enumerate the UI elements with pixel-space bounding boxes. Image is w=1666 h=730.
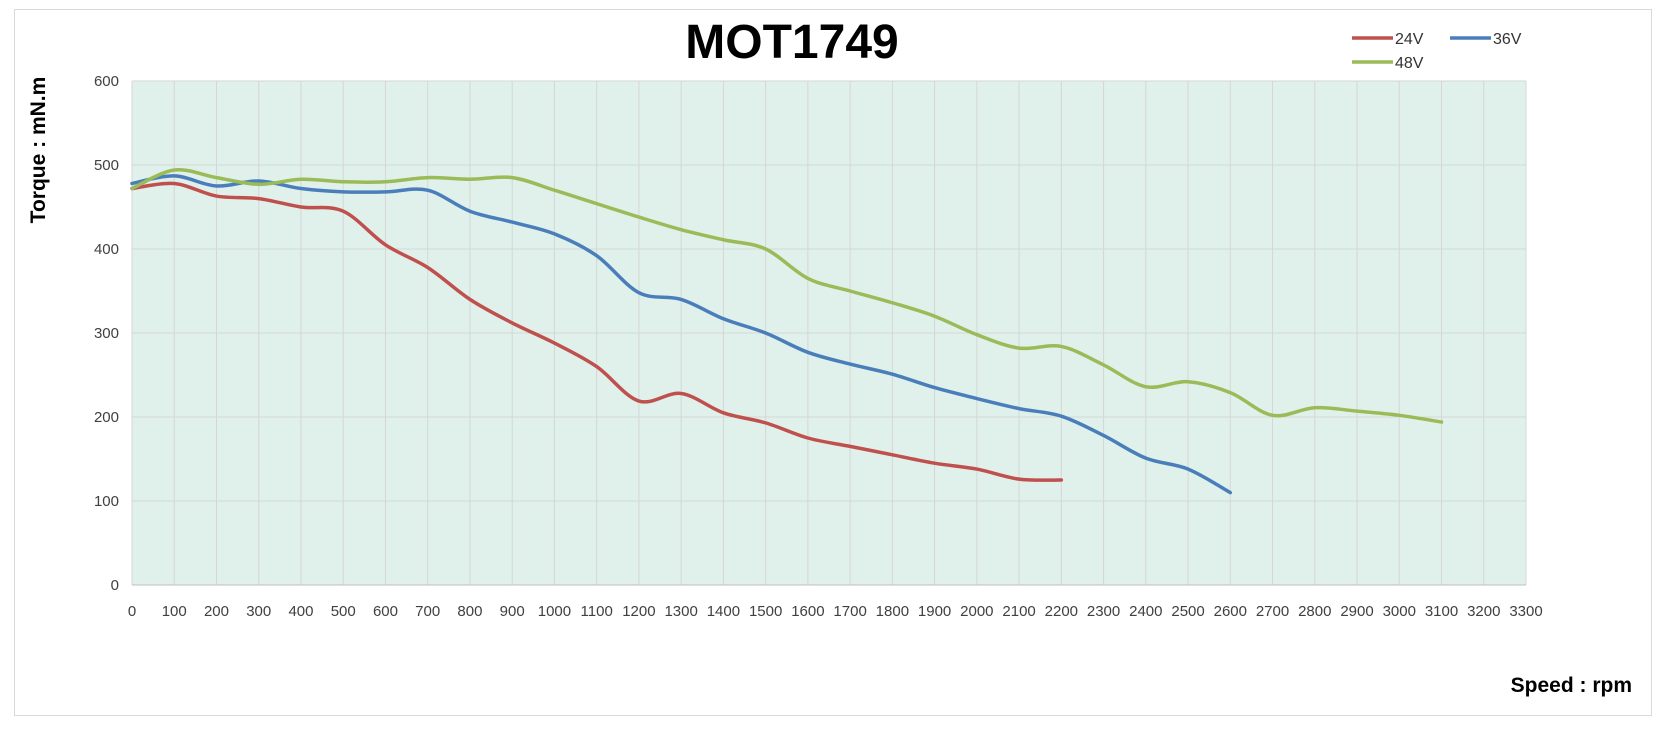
x-tick-label: 2000 xyxy=(960,603,993,620)
series-lines xyxy=(130,167,1444,495)
y-tick-label: 600 xyxy=(94,73,119,90)
legend: 24V 36V 48V xyxy=(1352,31,1522,72)
y-axis-label: Torque : mN.m xyxy=(27,77,50,224)
x-tick-label: 1000 xyxy=(538,603,571,620)
legend-label-36v: 36V xyxy=(1493,31,1522,48)
x-tick-label: 300 xyxy=(246,603,271,620)
x-tick-label: 2900 xyxy=(1340,603,1373,620)
x-tick-label: 500 xyxy=(331,603,356,620)
y-tick-label: 0 xyxy=(111,577,119,594)
x-tick-label: 900 xyxy=(500,603,525,620)
x-tick-label: 3300 xyxy=(1509,603,1542,620)
x-tick-label: 2300 xyxy=(1087,603,1120,620)
y-tick-label: 100 xyxy=(94,493,119,510)
x-tick-label: 1800 xyxy=(876,603,909,620)
x-axis-label: Speed : rpm xyxy=(1511,674,1632,697)
series-line-48v xyxy=(130,167,1444,424)
x-tick-label: 100 xyxy=(162,603,187,620)
x-tick-label: 2600 xyxy=(1214,603,1247,620)
x-tick-label: 1100 xyxy=(581,603,613,620)
y-tick-label: 200 xyxy=(94,409,119,426)
series-line-36v xyxy=(130,174,1233,495)
legend-label-24v: 24V xyxy=(1395,31,1424,48)
x-tick-label: 1300 xyxy=(664,603,697,620)
x-tick-label: 3000 xyxy=(1383,603,1416,620)
y-tick-label: 500 xyxy=(94,157,119,174)
x-tick-label: 2800 xyxy=(1298,603,1331,620)
y-axis-ticks: 0 100 200 300 400 500 600 xyxy=(94,73,119,594)
x-tick-label: 0 xyxy=(128,603,136,620)
x-tick-label: 700 xyxy=(415,603,440,620)
x-tick-label: 2500 xyxy=(1171,603,1204,620)
x-tick-label: 600 xyxy=(373,603,398,620)
x-tick-label: 1500 xyxy=(749,603,782,620)
x-axis-ticks: 0 100 200 300 400 500 600 700 800 900 1000 1100 1200… xyxy=(128,603,1543,620)
x-tick-label: 200 xyxy=(204,603,229,620)
x-tick-label: 800 xyxy=(457,603,482,620)
x-tick-label: 1200 xyxy=(622,603,655,620)
x-tick-label: 1600 xyxy=(791,603,824,620)
series-line-24v xyxy=(130,181,1064,482)
x-tick-label: 2200 xyxy=(1045,603,1078,620)
chart-title: MOT1749 xyxy=(685,16,898,69)
y-tick-label: 400 xyxy=(94,241,119,258)
x-tick-label: 3200 xyxy=(1467,603,1500,620)
x-tick-label: 1400 xyxy=(707,603,740,620)
x-tick-label: 1900 xyxy=(918,603,951,620)
x-tick-label: 2400 xyxy=(1129,603,1162,620)
x-tick-label: 400 xyxy=(288,603,313,620)
x-tick-label: 3100 xyxy=(1425,603,1458,620)
x-tick-label: 2100 xyxy=(1002,603,1035,620)
x-tick-label: 2700 xyxy=(1256,603,1289,620)
y-tick-label: 300 xyxy=(94,325,119,342)
x-tick-label: 1700 xyxy=(833,603,866,620)
legend-label-48v: 48V xyxy=(1395,55,1424,72)
